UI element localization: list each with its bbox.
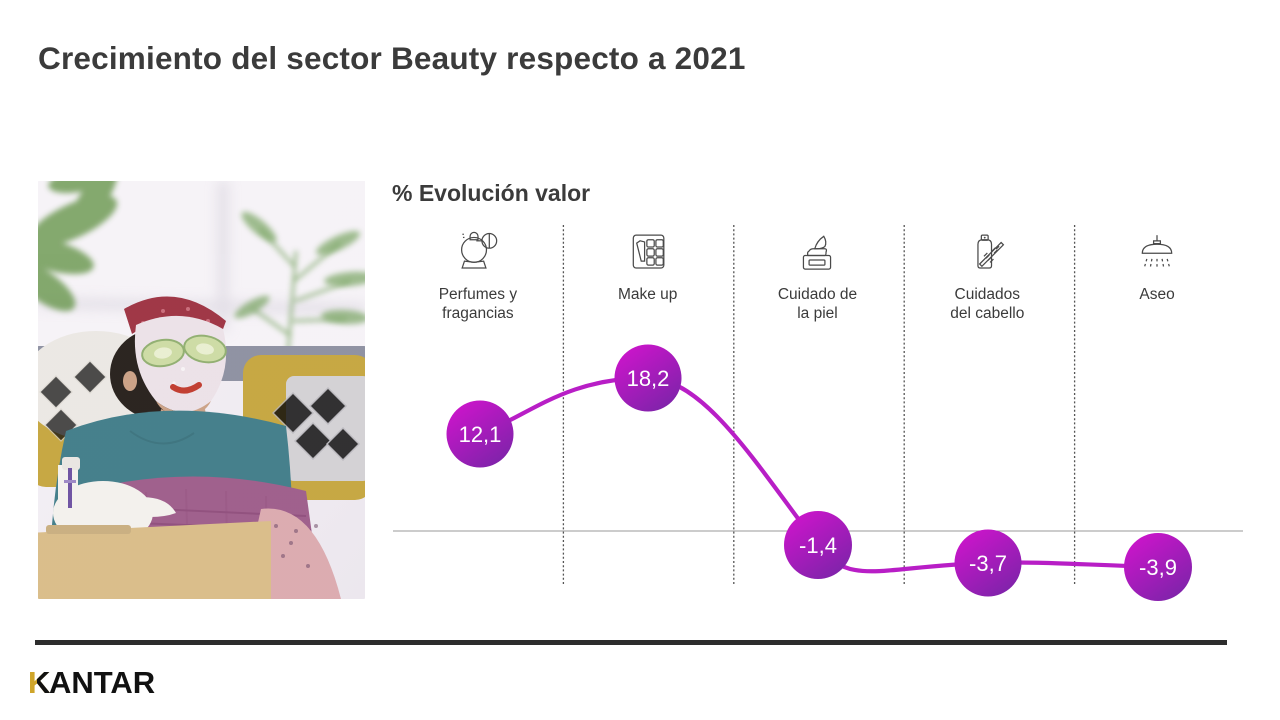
svg-text:ANTAR: ANTAR bbox=[49, 665, 155, 700]
